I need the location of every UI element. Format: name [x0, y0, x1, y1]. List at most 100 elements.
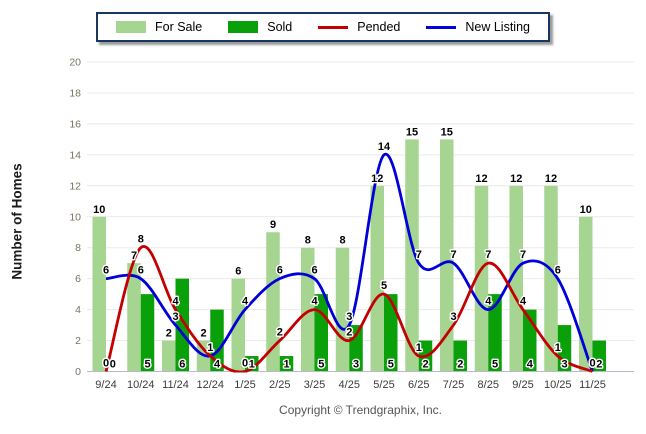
- copyright-text: Copyright © Trendgraphix, Inc.: [279, 403, 442, 417]
- sold-swatch-icon: [228, 21, 259, 33]
- for-sale-swatch-icon: [115, 21, 146, 33]
- y-tick-label: 16: [69, 118, 81, 130]
- new-listing-value-label: 6: [103, 265, 109, 277]
- new-listing-value-label: 6: [555, 265, 561, 277]
- sold-bar: [140, 294, 155, 372]
- sold-value-label: 2: [457, 359, 463, 371]
- pended-value-label: 1: [555, 342, 561, 354]
- legend-label-pended: Pended: [357, 20, 401, 34]
- x-tick-labels: 9/24 10/24 11/24 12/24 1/25 2/25 3/25 4/25 5/25 6…: [95, 379, 606, 391]
- for-sale-bars: [92, 139, 593, 372]
- pended-value-label: 4: [311, 296, 318, 308]
- new-listing-line: [105, 153, 594, 372]
- sold-value-label: 6: [179, 359, 185, 371]
- sold-bar: [488, 294, 502, 372]
- for-sale-value-label: 15: [441, 126, 453, 138]
- sold-bar: [279, 356, 294, 372]
- y-tick-label: 18: [69, 87, 81, 99]
- x-tick-label: 5/25: [373, 379, 394, 391]
- for-sale-bar: [162, 340, 176, 372]
- x-tick-label: 11/25: [579, 379, 606, 391]
- for-sale-value-label: 10: [580, 204, 592, 216]
- pended-value-label: 7: [485, 249, 491, 261]
- for-sale-bar: [231, 278, 245, 372]
- new-listing-value-label: 4: [242, 296, 249, 308]
- sold-value-label: 3: [353, 359, 359, 371]
- new-listing-value-label: 6: [138, 265, 144, 277]
- pended-value-label: 8: [138, 234, 144, 246]
- x-tick-label: 3/25: [304, 379, 325, 391]
- for-sale-bar: [474, 185, 489, 372]
- for-sale-value-label: 8: [339, 235, 345, 247]
- for-sale-bar: [370, 185, 384, 372]
- for-sale-bar: [440, 139, 454, 372]
- y-tick-label: 14: [69, 149, 81, 161]
- y-tick-label: 6: [75, 273, 81, 285]
- pended-value-label: 5: [381, 280, 387, 292]
- new-listing-value-label: 6: [277, 265, 283, 277]
- pended-line-swatch-icon: [318, 25, 349, 29]
- x-tick-label: 7/25: [443, 379, 464, 391]
- for-sale-bar: [335, 247, 350, 372]
- for-sale-value-label: 12: [371, 173, 383, 185]
- sold-value-label: 3: [561, 359, 567, 371]
- legend: For Sale Sold Pended New Listing: [95, 12, 550, 42]
- y-tick-label: 0: [75, 366, 81, 378]
- sold-bar: [349, 325, 363, 372]
- x-tick-label: 10/25: [544, 379, 572, 391]
- new-listing-series: [105, 153, 594, 372]
- sold-bar: [592, 340, 606, 372]
- pended-value-label: 2: [277, 327, 283, 339]
- for-sale-bar: [544, 185, 558, 372]
- new-listing-value-label: 4: [485, 296, 492, 308]
- pended-line: [104, 245, 594, 373]
- y-tick-label: 8: [75, 242, 81, 254]
- sold-value-label: 1: [249, 359, 255, 371]
- legend-item-pended: Pended: [318, 20, 400, 34]
- legend-item-new-listing: New Listing: [426, 20, 530, 34]
- new-listing-value-label: 3: [346, 311, 352, 323]
- pended-value-label: 4: [520, 296, 527, 308]
- sold-value-label: 1: [283, 359, 289, 371]
- sold-value-label: 5: [144, 359, 150, 371]
- sold-value-label: 2: [596, 359, 602, 371]
- sold-bar: [384, 294, 398, 372]
- sold-value-label: 4: [214, 359, 221, 371]
- pended-value-label: 1: [416, 342, 422, 354]
- pended-series: [104, 245, 594, 373]
- pended-value-label: 4: [172, 296, 179, 308]
- pended-value-label: 0: [242, 358, 248, 370]
- sold-value-label: 5: [318, 359, 324, 371]
- x-tick-label: 8/25: [478, 379, 499, 391]
- pended-value-label: 0: [103, 358, 109, 370]
- legend-item-for-sale: For Sale: [115, 20, 203, 34]
- for-sale-value-label: 10: [93, 204, 105, 216]
- sold-bar: [314, 294, 328, 372]
- new-listing-value-label: 7: [416, 249, 422, 261]
- pended-value-label: 1: [207, 342, 213, 354]
- new-listing-value-label: 6: [311, 265, 317, 277]
- sold-value-label: 2: [422, 359, 428, 371]
- for-sale-value-label: 12: [545, 173, 557, 185]
- sold-bar: [453, 340, 467, 372]
- legend-item-sold: Sold: [228, 20, 292, 34]
- for-sale-value-label: 12: [475, 173, 487, 185]
- y-tick-label: 10: [69, 211, 81, 223]
- x-tick-label: 9/24: [95, 379, 116, 391]
- y-tick-labels: 0 2 4 6 8 10 12 14 16 18 20: [69, 57, 81, 379]
- new-listing-value-label: 3: [172, 311, 178, 323]
- sold-value-label: 0: [110, 359, 116, 371]
- y-axis-title: Number of Homes: [9, 163, 25, 280]
- new-listing-value-label: 1: [207, 342, 213, 354]
- for-sale-bar: [301, 247, 315, 372]
- for-sale-value-label: 7: [131, 250, 137, 262]
- sold-value-label: 4: [527, 359, 534, 371]
- legend-label-for-sale: For Sale: [154, 20, 203, 34]
- for-sale-bar: [509, 185, 523, 372]
- legend-label-sold: Sold: [267, 20, 293, 34]
- new-listing-value-label: 7: [450, 249, 456, 261]
- new-listing-line-swatch-icon: [426, 25, 457, 29]
- for-sale-value-label: 9: [270, 219, 276, 231]
